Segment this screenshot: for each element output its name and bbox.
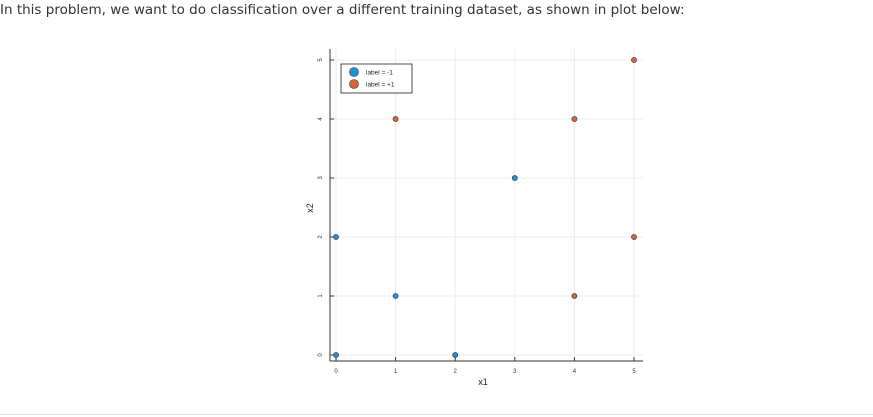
y-tick-label-0: 0 [318,353,324,357]
legend-marker-0 [349,67,359,77]
x-tick-label-2: 2 [454,369,458,375]
legend-label-0: label = -1 [366,70,393,77]
y-axis-label: x2 [305,203,315,213]
y-tick-label-2: 2 [318,235,324,239]
x-tick-label-4: 4 [573,369,577,375]
y-ticks: 0 1 2 3 4 5 [318,58,334,357]
legend-marker-1 [349,79,359,89]
data-point-series1-0 [392,116,399,122]
x-tick-label-3: 3 [513,369,517,375]
x-ticks: 0 1 2 3 4 5 [334,357,636,375]
x-axis-label: x1 [478,377,488,387]
divider [0,414,873,415]
x-tick-label-0: 0 [334,369,338,375]
data-point-series0-0 [333,352,339,358]
legend: label = -1 label = +1 [340,63,413,94]
data-point-series1-2 [631,57,637,63]
plot-frame [329,49,643,362]
x-tick-label-5: 5 [632,369,636,375]
x-tick-label-1: 1 [394,369,398,375]
y-tick-label-4: 4 [318,117,324,121]
data-point-series0-2 [392,293,399,299]
grid-lines [330,49,643,361]
legend-label-1: label = +1 [366,82,395,89]
data-point-series0-1 [333,234,339,240]
data-point-series1-3 [631,234,637,240]
data-points [333,57,637,358]
y-tick-label-5: 5 [318,58,324,62]
problem-description: In this problem, we want to do classific… [0,2,685,18]
data-point-series0-4 [511,175,518,181]
data-point-series0-3 [452,352,459,358]
data-point-series1-1 [571,116,578,122]
data-point-series1-4 [571,293,578,299]
y-tick-label-3: 3 [318,176,324,180]
y-tick-label-1: 1 [318,294,324,298]
